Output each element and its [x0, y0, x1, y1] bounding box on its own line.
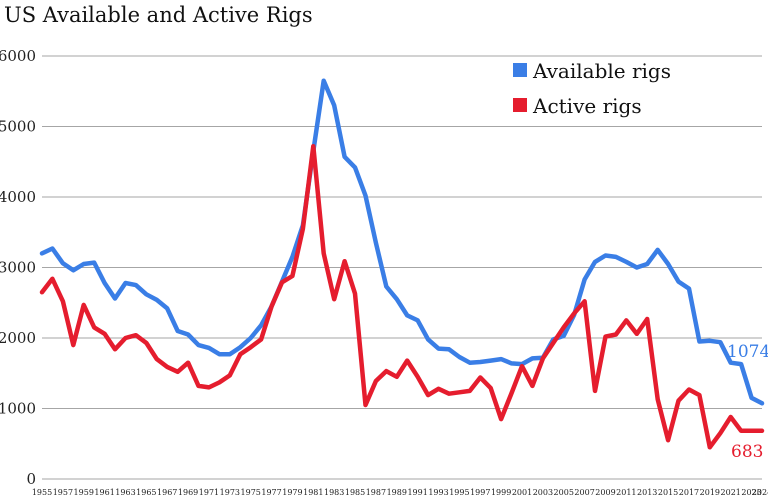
x-tick-label: 1989: [387, 488, 407, 497]
x-tick-label: 1963: [115, 488, 135, 497]
x-tick-label: 1993: [428, 488, 448, 497]
x-tick-label: 1999: [491, 488, 511, 497]
x-tick-label: 1959: [74, 488, 94, 497]
x-tick-label: 2023: [741, 488, 761, 497]
x-tick-label: 2009: [595, 488, 615, 497]
x-tick-label: 1973: [220, 488, 240, 497]
series-lines: [39, 78, 765, 450]
x-tick-label: 1995: [449, 488, 469, 497]
gridlines: [42, 55, 762, 480]
x-tick-label: 1969: [178, 488, 198, 497]
x-tick-label: 1957: [53, 488, 73, 497]
x-tick-label: 2013: [637, 488, 657, 497]
x-tick-label: 2005: [554, 488, 574, 497]
x-tick-label: 2011: [616, 488, 636, 497]
x-tick-label: 2015: [658, 488, 678, 497]
y-axis-ticks: 0 1000 2000 3000 4000 5000 6000: [0, 47, 36, 488]
end-label-available: 1074: [727, 342, 768, 362]
legend-label-available: Available rigs: [532, 59, 671, 83]
y-tick-label: 3000: [0, 259, 36, 277]
legend-swatch-active: [513, 98, 527, 112]
series-line-available-rigs: [39, 78, 765, 406]
x-tick-label: 2017: [679, 488, 699, 497]
x-tick-label: 2003: [533, 488, 553, 497]
x-tick-label: 1997: [470, 488, 490, 497]
y-tick-label: 4000: [0, 188, 36, 206]
x-tick-label: 1961: [94, 488, 114, 497]
x-tick-label: 1975: [241, 488, 261, 497]
x-tick-label: 1955: [32, 488, 52, 497]
y-tick-label: 6000: [0, 47, 36, 65]
x-axis-ticks: 1955 1957 1959 1961 1963 1965 1967 1969 1971 1973…: [32, 488, 768, 497]
end-label-active: 683: [731, 442, 763, 462]
x-tick-label: 1967: [157, 488, 177, 497]
x-tick-label: 2024: [752, 488, 768, 497]
x-tick-label: 1965: [136, 488, 156, 497]
x-tick-label: 2007: [574, 488, 594, 497]
x-tick-label: 1985: [345, 488, 365, 497]
x-tick-label: 1991: [407, 488, 427, 497]
x-tick-label: 1979: [282, 488, 302, 497]
y-tick-label: 1000: [0, 400, 36, 418]
y-tick-label: 5000: [0, 118, 36, 136]
x-tick-label: 2019: [700, 488, 720, 497]
series-line-active-rigs: [39, 143, 765, 450]
x-tick-label: 1977: [261, 488, 281, 497]
x-tick-label: 1987: [366, 488, 386, 497]
legend-label-active: Active rigs: [532, 94, 642, 118]
y-tick-label: 2000: [0, 329, 36, 347]
chart-title: US Available and Active Rigs: [4, 3, 313, 27]
x-tick-label: 1983: [324, 488, 344, 497]
x-tick-label: 2001: [512, 488, 532, 497]
x-tick-label: 1971: [199, 488, 219, 497]
y-tick-label: 0: [26, 470, 36, 488]
x-tick-label: 1981: [303, 488, 323, 497]
x-tick-label: 2021: [721, 488, 741, 497]
legend: Available rigs Active rigs: [513, 59, 671, 118]
legend-swatch-available: [513, 63, 527, 77]
